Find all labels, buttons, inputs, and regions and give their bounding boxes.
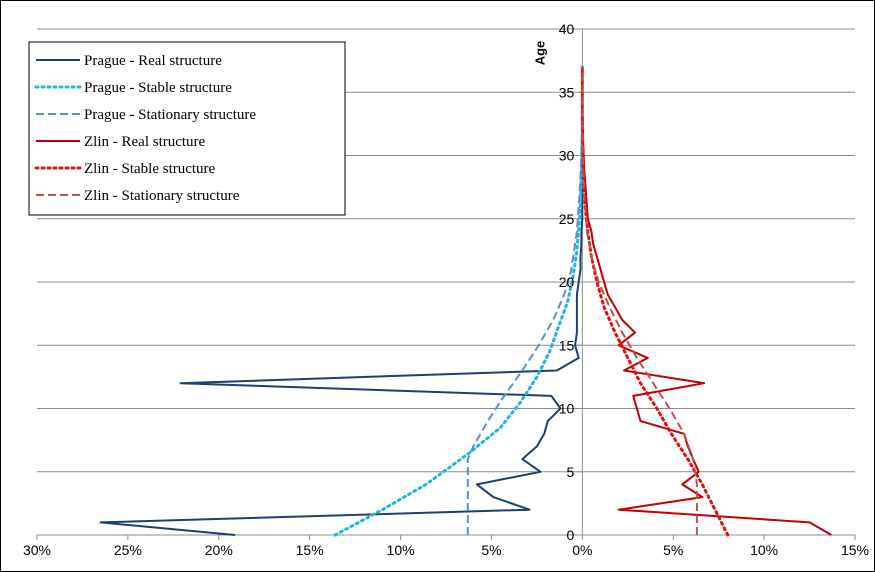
series-line-0	[99, 66, 584, 536]
legend-entry-2: Prague - Stationary structure	[84, 107, 256, 123]
x-tick-label: 5%	[663, 542, 683, 558]
series-line-2	[466, 66, 584, 535]
y-tick-label: 15	[559, 337, 575, 353]
y-tick-label: 35	[559, 84, 575, 100]
x-tick-label: 20%	[205, 542, 233, 558]
series-layer	[99, 65, 832, 537]
legend-entry-4: Zlin - Stable structure	[84, 161, 216, 177]
y-tick-label: 25	[559, 211, 575, 227]
x-tick-label: 10%	[387, 542, 415, 558]
y-tick-label: 40	[559, 21, 575, 37]
legend-entry-5: Zlin - Stationary structure	[84, 188, 240, 204]
y-tick-label: 5	[567, 464, 575, 480]
x-tick-label: 30%	[23, 542, 51, 558]
x-tick-label: 15%	[841, 542, 869, 558]
y-tick-label: 10	[559, 401, 575, 417]
legend-entry-1: Prague - Stable structure	[84, 80, 232, 96]
y-tick-label: 0	[567, 527, 575, 543]
y-tick-label: 20	[559, 274, 575, 290]
x-tick-label: 0%	[572, 542, 592, 558]
x-tick-label: 15%	[296, 542, 324, 558]
y-tick-labels: 0 5 10 15 20 25 30 35 40	[559, 21, 575, 543]
x-tick-label: 25%	[114, 542, 142, 558]
x-tick-labels: 30% 25% 20% 15% 10% 5% 0% 5% 10% 15%	[23, 542, 869, 558]
y-axis-label: Age	[532, 41, 547, 66]
legend-box	[28, 41, 346, 216]
x-tick-label: 10%	[750, 542, 778, 558]
series-line-1	[333, 65, 584, 537]
legend-entry-0: Prague - Real structure	[84, 53, 222, 69]
x-tick-label: 5%	[481, 542, 501, 558]
y-tick-label: 30	[559, 148, 575, 164]
legend: Prague - Real structure Prague - Stable s…	[28, 41, 346, 216]
series-line-5	[581, 66, 698, 535]
legend-entry-3: Zlin - Real structure	[84, 134, 206, 150]
